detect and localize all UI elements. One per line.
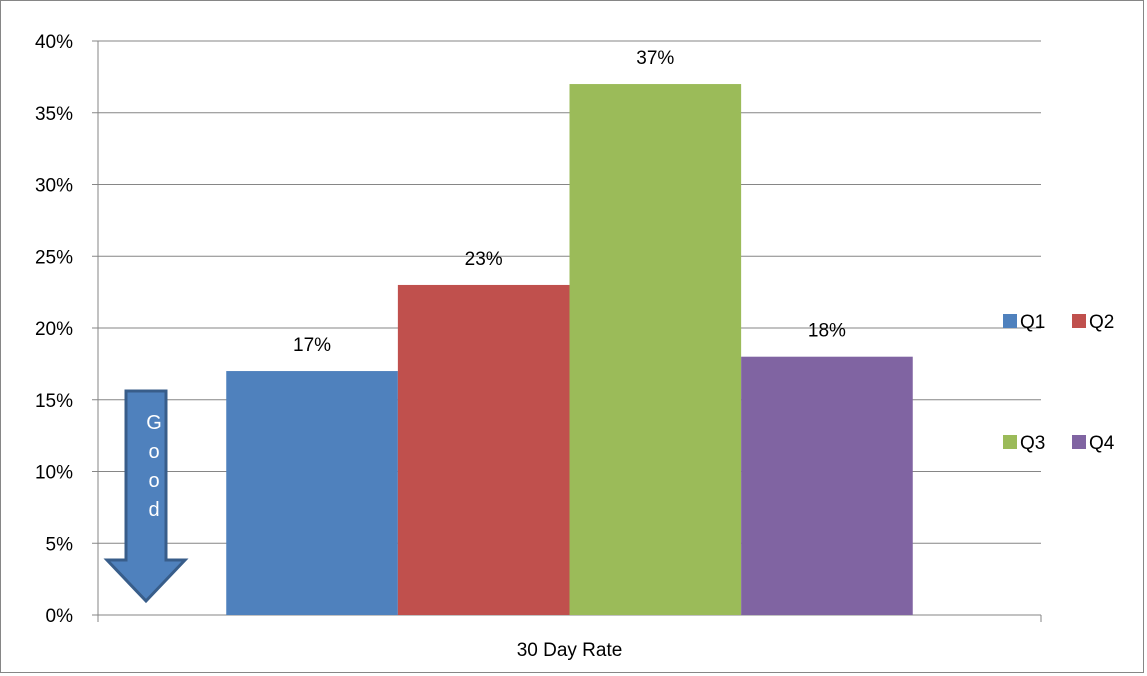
y-tick-label: 25% bbox=[35, 247, 73, 268]
legend-swatch bbox=[1072, 435, 1086, 449]
legend-item-q4: Q4 bbox=[1072, 433, 1115, 454]
bar-q4 bbox=[741, 356, 913, 615]
legend-swatch bbox=[1072, 314, 1086, 328]
bar-q2 bbox=[397, 284, 570, 615]
y-tick-label: 15% bbox=[35, 391, 73, 412]
data-label-q2: 23% bbox=[465, 249, 503, 270]
bar-q1 bbox=[226, 371, 398, 615]
legend-label: Q3 bbox=[1020, 433, 1045, 454]
y-tick-label: 30% bbox=[35, 176, 73, 197]
y-tick-label: 0% bbox=[46, 606, 74, 627]
legend-label: Q1 bbox=[1020, 312, 1045, 333]
x-category-label: 30 Day Rate bbox=[517, 640, 623, 661]
legend-item-q2: Q2 bbox=[1072, 312, 1114, 333]
y-tick-label: 20% bbox=[35, 319, 73, 340]
data-labels: 17% 23% 37% 18% bbox=[293, 48, 846, 356]
annotation-letter: o bbox=[148, 441, 159, 463]
legend-swatch bbox=[1003, 435, 1017, 449]
y-tick-label: 40% bbox=[35, 32, 73, 53]
down-arrow-icon bbox=[103, 389, 189, 604]
data-label-q3: 37% bbox=[636, 48, 674, 69]
legend: Q1 Q2 Q3 Q4 bbox=[1003, 312, 1115, 454]
data-label-q4: 18% bbox=[808, 321, 846, 342]
x-axis-category-labels: 30 Day Rate bbox=[517, 640, 623, 661]
annotation-letter: o bbox=[148, 470, 159, 492]
legend-label: Q4 bbox=[1089, 433, 1115, 454]
legend-label: Q2 bbox=[1089, 312, 1114, 333]
data-label-q1: 17% bbox=[293, 335, 331, 356]
y-tick-label: 5% bbox=[46, 534, 74, 555]
legend-swatch bbox=[1003, 314, 1017, 328]
bar-q3 bbox=[569, 84, 742, 616]
legend-item-q1: Q1 bbox=[1003, 312, 1045, 333]
y-tick-label: 35% bbox=[35, 104, 73, 125]
annotation-letter: d bbox=[148, 499, 159, 521]
legend-item-q3: Q3 bbox=[1003, 433, 1045, 454]
y-tick-label: 10% bbox=[35, 463, 73, 484]
bars bbox=[226, 84, 913, 616]
annotation-letter: G bbox=[146, 412, 162, 434]
y-axis-tick-labels: 0% 5% 10% 15% 20% 25% 30% 35% 40% bbox=[35, 32, 73, 627]
